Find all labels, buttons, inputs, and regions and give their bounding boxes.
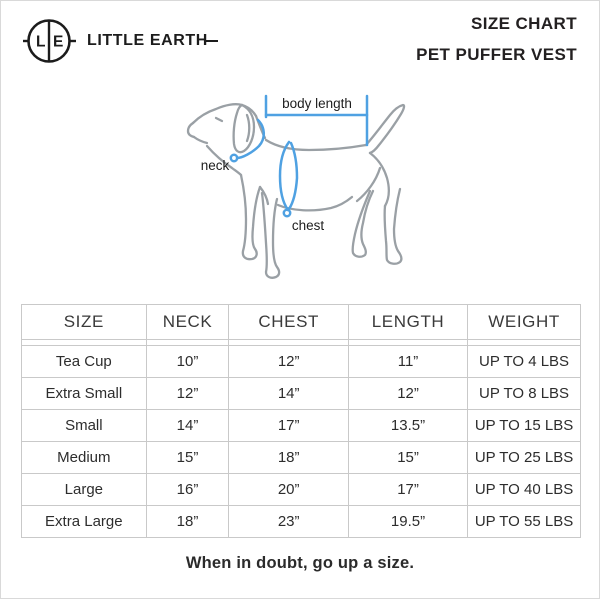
dog-rear-far-leg-path bbox=[383, 187, 403, 265]
dog-ear-path bbox=[232, 103, 256, 154]
cell-weight: UP TO 4 LBS bbox=[467, 345, 581, 378]
table-row: Extra Large 18” 23” 19.5” UP TO 55 LBS bbox=[21, 505, 581, 538]
table-row: Large 16” 20” 17” UP TO 40 LBS bbox=[21, 473, 581, 506]
brand-wordmark-dash bbox=[204, 39, 218, 43]
footer-note: When in doubt, go up a size. bbox=[185, 554, 415, 572]
chest-label: chest bbox=[292, 218, 325, 233]
table-row: Tea Cup 10” 12” 11” UP TO 4 LBS bbox=[21, 345, 581, 378]
brand-name: LITTLE EARTH bbox=[87, 32, 208, 49]
dog-front-near-leg-path bbox=[239, 173, 262, 261]
cell-chest: 18” bbox=[228, 441, 349, 474]
dog-front-far-leg-path bbox=[260, 191, 281, 279]
page-subtitle: PET PUFFER VEST bbox=[416, 45, 577, 64]
cell-neck: 10” bbox=[145, 345, 230, 378]
cell-size: Small bbox=[21, 409, 147, 442]
neck-measure-ring bbox=[235, 118, 265, 160]
page-title-block: SIZE CHART PET PUFFER VEST bbox=[416, 14, 577, 65]
body-length-label: body length bbox=[282, 96, 352, 111]
header-weight: WEIGHT bbox=[467, 304, 581, 340]
logo-letter-l: L bbox=[36, 34, 45, 51]
brand-logo: L E LITTLE EARTH bbox=[21, 12, 218, 70]
header-neck: NECK bbox=[145, 304, 230, 340]
logo-letter-e: E bbox=[53, 34, 63, 51]
dog-eye-mark bbox=[214, 116, 224, 123]
table-row: Medium 15” 18” 15” UP TO 25 LBS bbox=[21, 441, 581, 474]
cell-size: Extra Small bbox=[21, 377, 147, 410]
cell-neck: 16” bbox=[145, 473, 230, 506]
cell-weight: UP TO 15 LBS bbox=[467, 409, 581, 442]
cell-weight: UP TO 8 LBS bbox=[467, 377, 581, 410]
cell-size: Extra Large bbox=[21, 505, 147, 538]
brand-circle-mark: L E bbox=[23, 19, 76, 63]
dog-rear-near-leg-path bbox=[351, 189, 375, 258]
dog-mouth-path bbox=[192, 135, 209, 145]
cell-chest: 14” bbox=[228, 377, 349, 410]
chest-measure-ring-front bbox=[278, 140, 291, 212]
cell-length: 19.5” bbox=[347, 505, 469, 538]
dog-ear-inner-line bbox=[245, 113, 251, 143]
logo-circle bbox=[27, 19, 71, 63]
dog-nose-path bbox=[186, 121, 196, 139]
dog-belly-path bbox=[276, 195, 354, 212]
cell-chest: 23” bbox=[228, 505, 349, 538]
chest-measure-ring-back bbox=[287, 141, 299, 211]
table-row: Small 14” 17” 13.5” UP TO 15 LBS bbox=[21, 409, 581, 442]
dog-rump-path bbox=[368, 151, 390, 208]
dog-throat-path bbox=[205, 144, 243, 177]
cell-chest: 12” bbox=[228, 345, 349, 378]
dog-tail-path bbox=[364, 103, 406, 155]
cell-length: 11” bbox=[347, 345, 469, 378]
header-length: LENGTH bbox=[347, 304, 469, 340]
measurement-marks bbox=[229, 94, 369, 218]
cell-chest: 17” bbox=[228, 409, 349, 442]
chest-ring-loop bbox=[282, 208, 292, 218]
cell-weight: UP TO 55 LBS bbox=[467, 505, 581, 538]
cell-length: 15” bbox=[347, 441, 469, 474]
neck-label: neck bbox=[201, 158, 230, 173]
cell-length: 17” bbox=[347, 473, 469, 506]
cell-neck: 15” bbox=[145, 441, 230, 474]
cell-neck: 18” bbox=[145, 505, 230, 538]
cell-length: 12” bbox=[347, 377, 469, 410]
dog-haunch-inner-line bbox=[355, 166, 382, 203]
header-size: SIZE bbox=[21, 304, 147, 340]
page-title: SIZE CHART bbox=[471, 14, 577, 33]
dog-outline bbox=[186, 103, 406, 279]
table-header-row: SIZE NECK CHEST LENGTH WEIGHT bbox=[21, 304, 581, 340]
cell-weight: UP TO 40 LBS bbox=[467, 473, 581, 506]
cell-weight: UP TO 25 LBS bbox=[467, 441, 581, 474]
cell-size: Medium bbox=[21, 441, 147, 474]
size-table: SIZE NECK CHEST LENGTH WEIGHT Tea Cup 10… bbox=[21, 304, 581, 538]
dog-elbow-line bbox=[258, 185, 270, 206]
cell-neck: 12” bbox=[145, 377, 230, 410]
header-chest: CHEST bbox=[228, 304, 349, 340]
cell-chest: 20” bbox=[228, 473, 349, 506]
cell-size: Large bbox=[21, 473, 147, 506]
dog-back-path bbox=[264, 138, 368, 152]
cell-length: 13.5” bbox=[347, 409, 469, 442]
table-row: Extra Small 12” 14” 12” UP TO 8 LBS bbox=[21, 377, 581, 410]
dog-illustration: body length neck chest bbox=[186, 94, 406, 279]
neck-ring-loop bbox=[229, 153, 239, 163]
cell-neck: 14” bbox=[145, 409, 230, 442]
dog-head-path bbox=[191, 103, 258, 125]
cell-size: Tea Cup bbox=[21, 345, 147, 378]
